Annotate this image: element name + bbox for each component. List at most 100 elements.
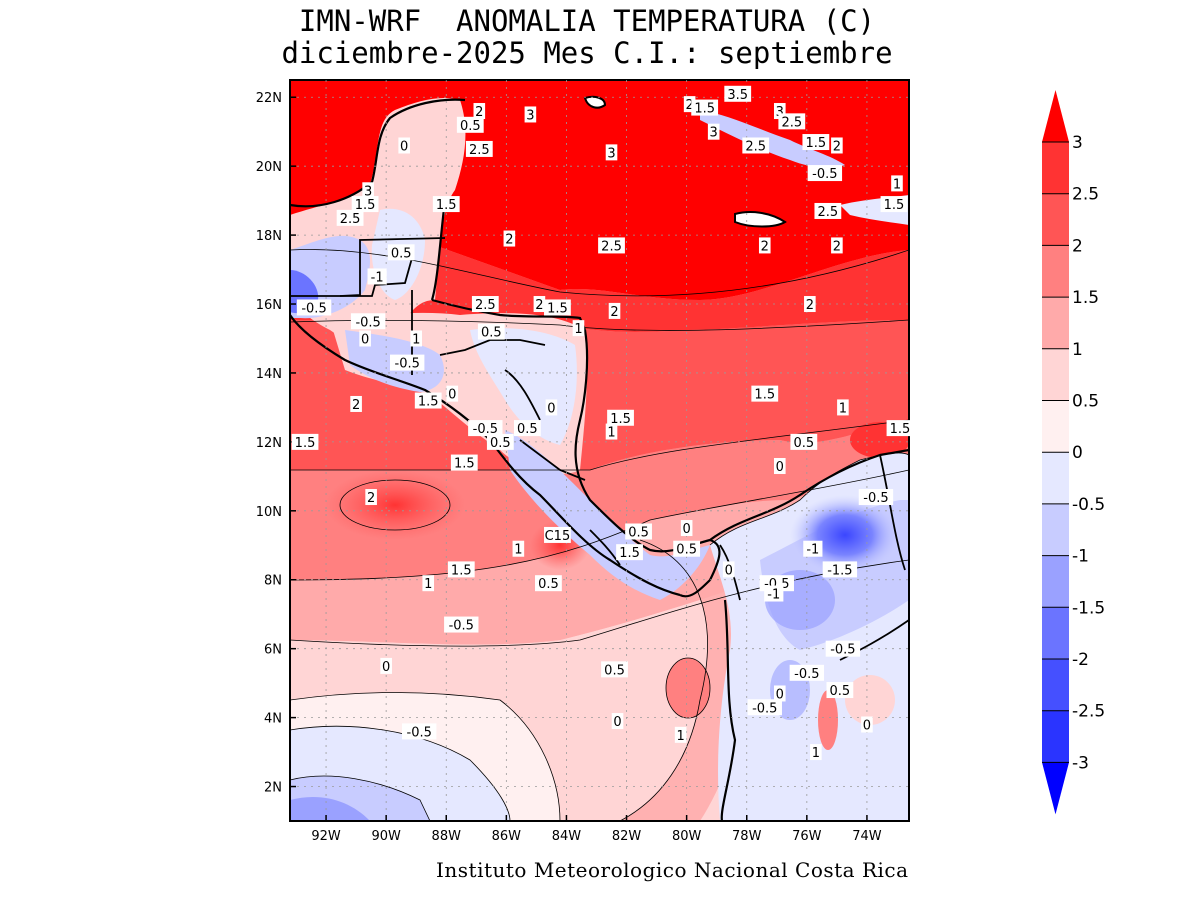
contour-label-text: 0.5 [391,246,412,261]
contour-label-text: 3 [710,126,718,141]
contour-label: 0 [861,716,873,733]
contour-label-bg [778,113,806,130]
lon-label: 90W [371,829,401,844]
lat-label: 8N [264,574,282,589]
contour-label: 1 [674,726,687,744]
contour-label-text: 0.5 [517,422,538,437]
contour-label: 2.5 [336,209,364,227]
contour-label-bg [444,616,479,633]
contour-label-bg [680,520,693,537]
contour-label-text: 1.5 [754,388,775,403]
contour-label-bg [465,140,493,157]
contour-label: -0.5 [858,489,894,506]
contour-label-text: -1.5 [827,563,852,578]
colorbar-label: -2 [1072,650,1089,670]
contour-label-bg [724,85,752,102]
colorbar-label: 2 [1072,236,1083,256]
contour-label: 2.5 [465,140,493,158]
contour-label: 2 [831,237,843,254]
contour-lines [290,249,909,821]
contour-label: 3 [524,106,537,123]
contour-label-text: 0 [776,687,784,702]
contour-label-text: 1.5 [355,198,376,213]
land-honduras-nicaragua [470,328,577,445]
contour-label-bg [822,561,858,578]
lat-label: 12N [256,436,282,451]
graticule [290,80,909,821]
contour-label-text: 1.5 [694,102,715,117]
lon-label: 82W [612,829,642,844]
land-jamaica [734,211,787,228]
contour-label-bg [410,330,423,347]
contour-label: 0 [722,561,735,578]
contour-label-text: 0 [683,522,691,537]
contour-label-bg [625,523,652,540]
contour-label: 1.5 [447,561,475,578]
contour-label: 2 [473,103,486,120]
contour-label: -0.5 [296,299,332,316]
colorbar-label: 0 [1072,443,1083,463]
contour-label-bg [380,657,392,674]
contour-label-text: 2.5 [745,139,766,154]
contour-label-bg [831,237,843,254]
colorbar-top-arrow [1042,90,1069,142]
contour-label-text: 3 [776,105,784,120]
contour-label-text: 1.5 [295,436,316,451]
contour-label-text: 2.5 [469,143,490,158]
contour-label: 2 [804,296,816,313]
contour-label-bg [674,726,687,743]
contour-label-text: 0 [776,460,784,475]
map-subtitle: diciembre-2025 Mes C.I.: septiembre [281,36,893,70]
plot-frame [289,79,910,822]
contour-label-text: -0.5 [449,619,474,634]
contour-label-bg [336,209,364,226]
contour-label-bg [447,561,475,578]
colorbar-label: -1 [1072,547,1089,567]
colorbar-swatch [1042,348,1069,401]
contour-label-bg [544,526,571,543]
contour-label-text: 2 [806,298,814,313]
contour-label-text: 1 [607,426,615,441]
contour-label: -0.5 [468,420,503,437]
contour-label-text: C15 [545,529,571,544]
contour-label: -0.5 [389,354,425,372]
contour-label-bg [616,544,643,561]
contour-label-bg [802,134,830,151]
contour-label-bg [351,196,379,213]
contour-label-text: 2 [535,298,543,313]
contour-label-text: 0 [547,401,555,416]
contour-label: C15 [544,526,571,544]
contour-label-bg [362,182,374,199]
contour-label-bg [350,313,386,330]
contour-label: 3 [707,123,720,141]
contour-label-bg [804,296,816,313]
lon-label: 92W [311,829,341,844]
contour-label: 1.5 [751,385,779,403]
contour-label: -0.5 [350,313,386,330]
colorbar: 3 2.5 2 1.5 1 0.5 0 -0.5 -1 -1.5 -2 -2.5 -3 [1042,90,1105,815]
contour-label-bg [296,299,332,316]
contour-label-text: 0.5 [460,119,481,134]
contour-label: 0.5 [486,433,514,451]
contour-label-text: -0.5 [395,357,420,372]
contour-label-text: 2 [505,233,513,248]
contour-label: -1 [803,540,823,558]
contour-label-bg [880,196,908,213]
contour-label: 2 [758,237,771,254]
contour-label: 3 [605,144,618,161]
contour-label: 1.5 [544,299,571,316]
contour-label: 0 [380,657,392,675]
contour-label-bg [422,575,435,592]
contour-label-text: 2.5 [818,205,839,220]
colorbar-swatch [1042,503,1069,557]
contour-label-text: 0.5 [793,436,814,451]
contour-label-bg [858,489,894,506]
contour-label: 1 [512,540,525,558]
contour-label-text: 3.5 [727,88,748,103]
contour-label-bg [398,137,410,154]
contour-label: 0.5 [625,523,652,540]
colorbar-label: 3 [1072,133,1083,153]
lon-label: 76W [792,829,822,844]
land-llanos [845,675,895,725]
